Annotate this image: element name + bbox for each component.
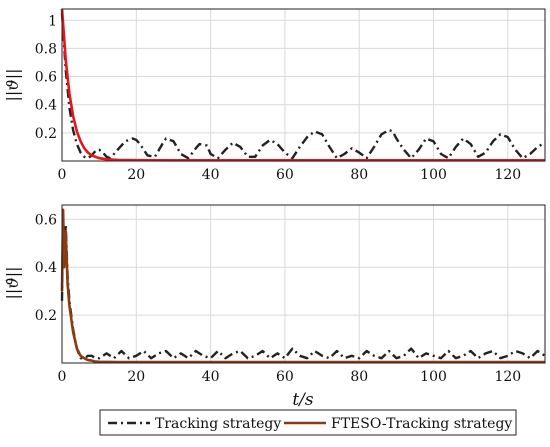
x-tick-label: 20	[127, 369, 145, 385]
y-tick-label: 0.4	[35, 260, 57, 276]
x-tick-label: 60	[276, 369, 294, 385]
x-tick-label: 120	[494, 167, 521, 183]
series-line-fteso	[60, 208, 545, 364]
plot-frame	[61, 8, 546, 162]
x-tick-label: 0	[58, 167, 67, 183]
x-tick-label: 80	[350, 167, 368, 183]
x-tick-label: 120	[494, 369, 521, 385]
plot-frame	[61, 204, 546, 364]
legend-label-fteso: FTESO-Tracking strategy	[331, 416, 512, 432]
y-tick-label: 0.2	[35, 126, 57, 142]
y-tick-label: 0.6	[35, 70, 57, 86]
chart-top: 0 20 40 60 80 100 120 0.2 0.4 0.6 0.8 1 ||ϑ||	[3, 8, 546, 183]
y-tick-label: 0.8	[35, 41, 57, 57]
y-tick-label: 1	[48, 13, 57, 29]
legend-label-tracking: Tracking strategy	[155, 416, 281, 432]
series-line-tracking	[60, 13, 546, 160]
y-axis-label: ||ϑ̇||	[3, 267, 22, 300]
y-tick-label: 0.2	[35, 308, 57, 324]
y-tick-label: 0.4	[35, 98, 57, 114]
series-line-fteso	[60, 8, 545, 162]
x-axis-label: t/s	[292, 390, 314, 410]
x-tick-label: 100	[420, 167, 447, 183]
x-tick-label: 60	[276, 167, 294, 183]
chart-bottom: 0 20 40 60 80 100 120 0.2 0.4 0.6 ||ϑ̇||	[3, 204, 546, 385]
series-line-tracking	[60, 213, 546, 360]
x-tick-label: 20	[127, 167, 145, 183]
x-tick-label: 100	[420, 369, 447, 385]
x-tick-label: 0	[58, 369, 67, 385]
x-tick-label: 40	[202, 167, 220, 183]
x-tick-label: 40	[202, 369, 220, 385]
y-tick-label: 0.6	[35, 212, 57, 228]
y-axis-label: ||ϑ||	[3, 69, 22, 102]
x-tick-label: 80	[350, 369, 368, 385]
legend: Tracking strategy FTESO-Tracking strateg…	[99, 409, 517, 436]
